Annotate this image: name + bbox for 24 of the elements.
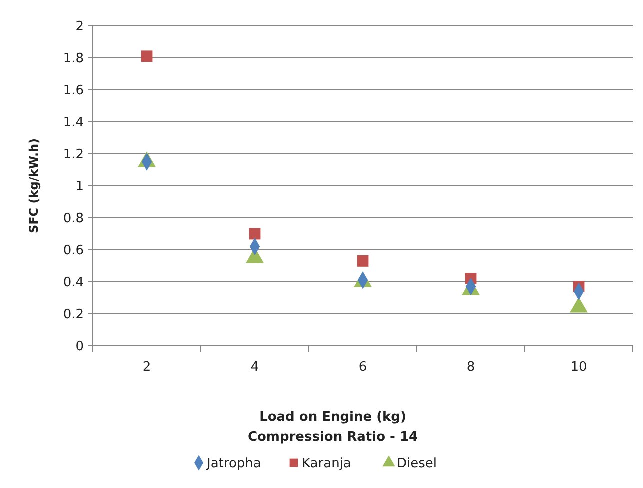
legend-label: Jatropha	[206, 456, 262, 472]
y-axis-title: SFC (kg/kW.h)	[27, 138, 41, 234]
y-tick-label: 1.4	[63, 116, 84, 131]
x-tick-label: 8	[466, 360, 476, 375]
legend-label: Karanja	[302, 456, 352, 472]
y-tick-label: 0.6	[63, 244, 84, 259]
x-tick-label: 10	[570, 360, 588, 375]
point	[249, 228, 261, 240]
y-tick-label: 0	[76, 340, 84, 355]
y-tick-label: 1.8	[63, 52, 84, 67]
x-tick-label: 2	[142, 360, 152, 375]
x-tick-label: 6	[358, 360, 368, 375]
x-axis-title: Load on Engine (kg) Compression Ratio - 14	[248, 410, 418, 445]
y-tick-label: 0.4	[63, 276, 84, 291]
point	[357, 256, 369, 267]
point	[141, 50, 153, 62]
y-tick-label: 1.6	[63, 84, 84, 99]
y-tick-label: 2	[76, 20, 84, 35]
y-tick-label: 0.2	[63, 308, 84, 323]
y-tick-label: 1	[76, 180, 84, 195]
y-tick-label: 0.8	[63, 212, 84, 227]
legend-label: Diesel	[397, 456, 438, 472]
x-tick-label: 4	[250, 360, 260, 375]
y-tick-label: 1.2	[63, 148, 84, 163]
